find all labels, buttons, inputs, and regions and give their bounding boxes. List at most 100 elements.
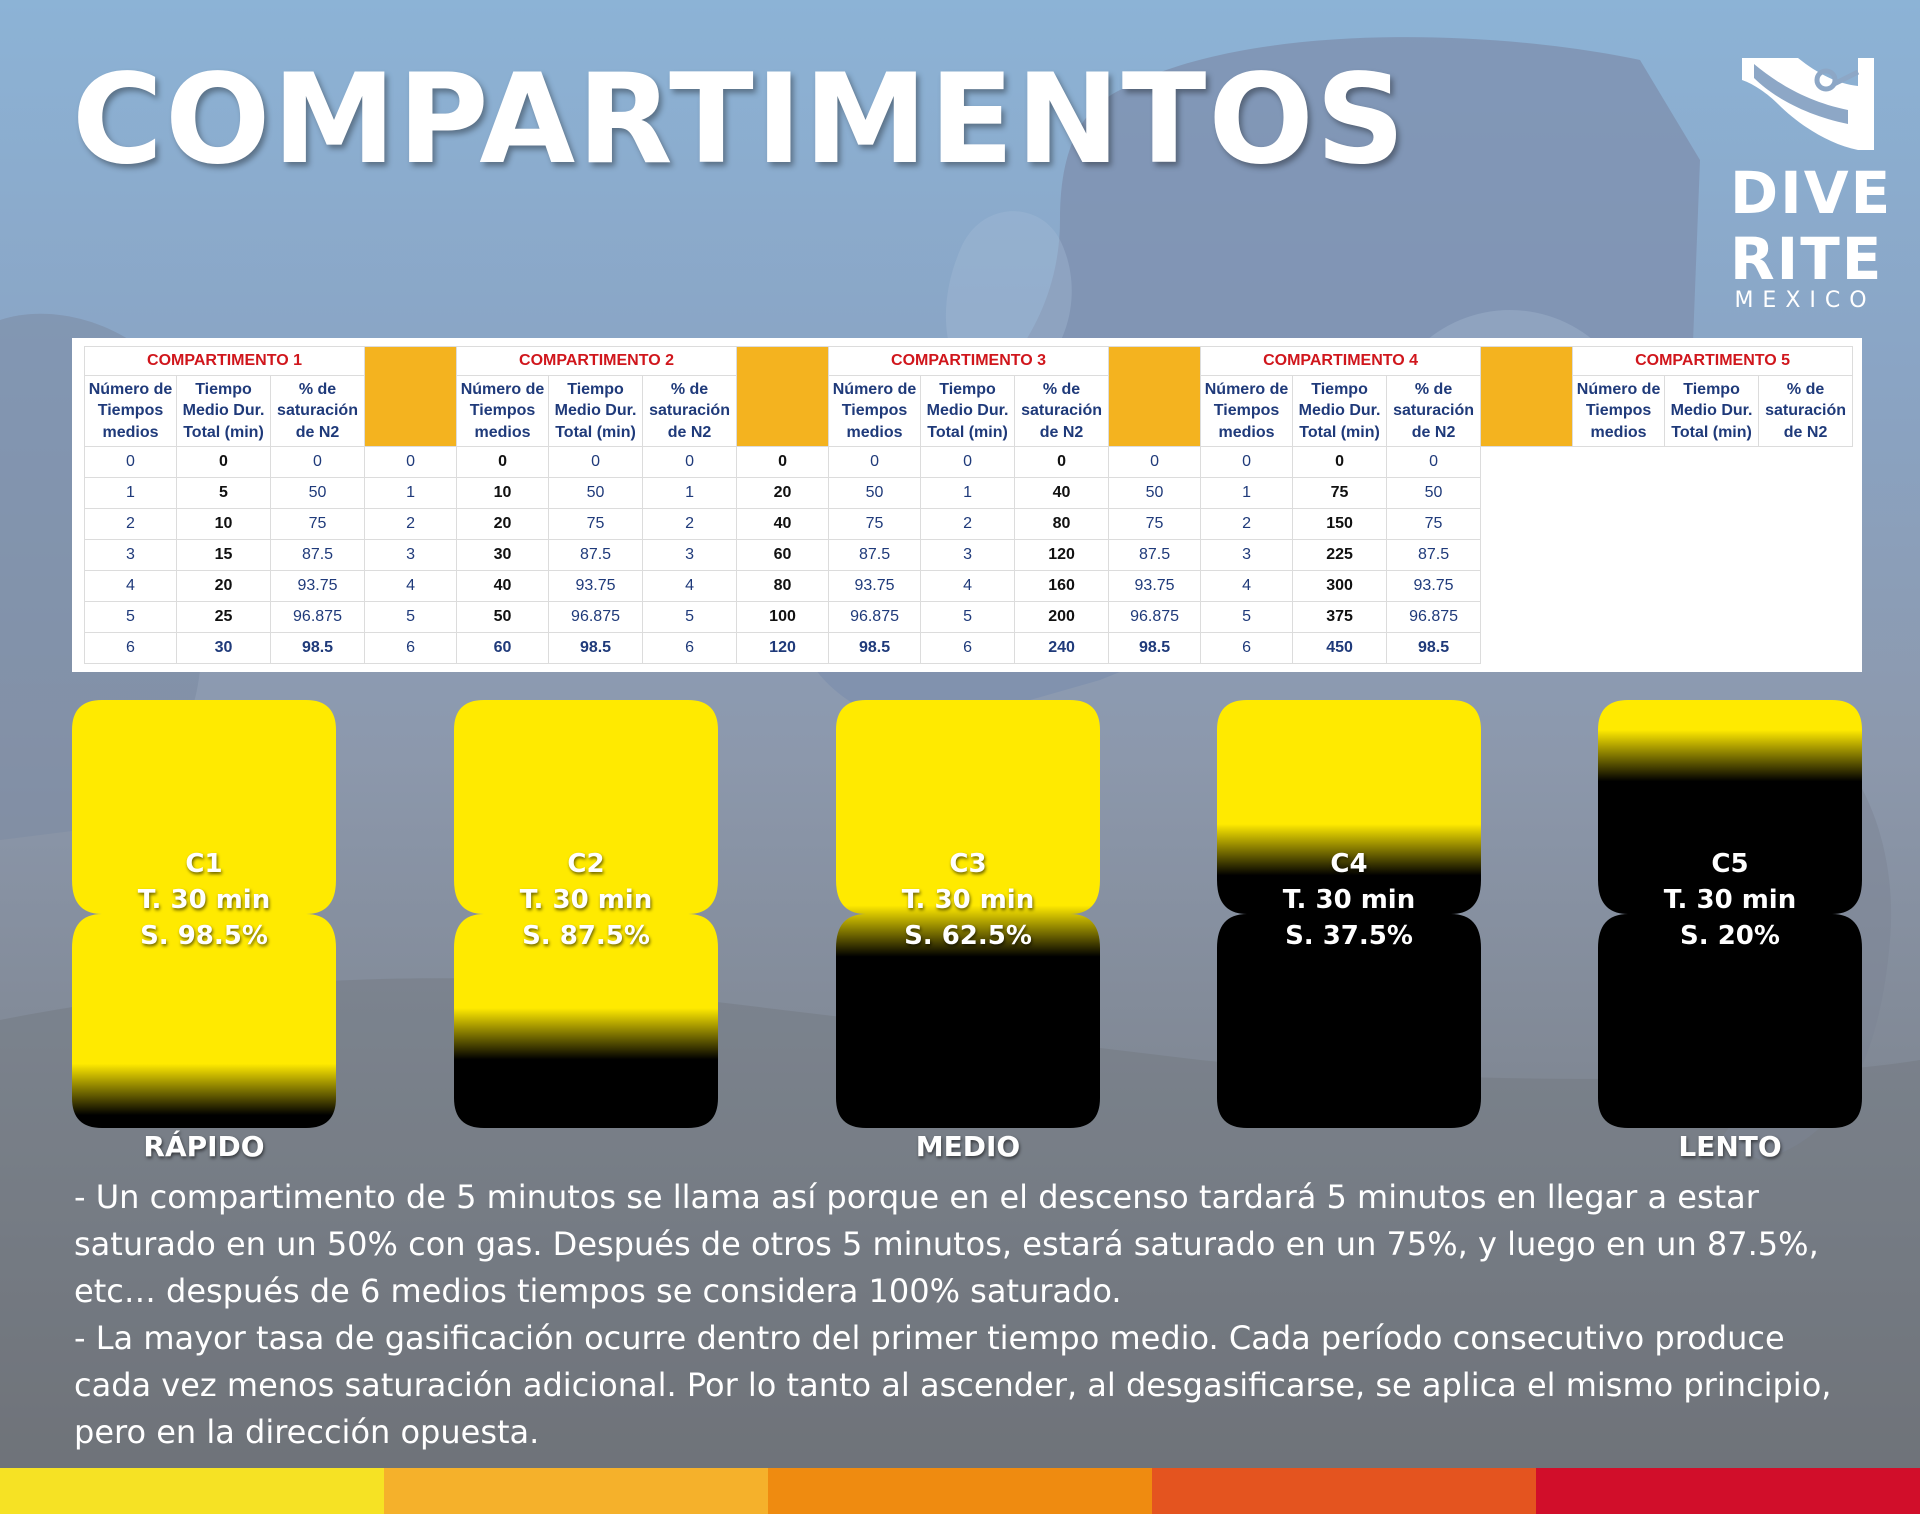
cell-total-time: 10: [176, 508, 271, 540]
compartment-time: T. 30 min: [519, 885, 653, 915]
compartment-name: C4: [1330, 849, 1368, 879]
cell-half-times: 5: [364, 601, 458, 633]
cell-total-time: 25: [176, 601, 271, 633]
cell-half-times: 6: [920, 632, 1016, 664]
cell-total-time: 60: [736, 539, 830, 571]
table-row: 4 20 93.75 4 40 93.75 4 80 93.75 4 160 93.75 4 300 93.…: [84, 570, 1853, 602]
cell-half-times: 0: [364, 446, 458, 478]
cell-half-times: 2: [364, 508, 458, 540]
table-row: 1 5 50 1 10 50 1 20 50 1 40 50 1 75 50: [84, 477, 1853, 509]
saturation-fill-graphic: [72, 700, 336, 1128]
footer-color-bar: [0, 1468, 1920, 1514]
cell-saturation: 75: [828, 508, 922, 540]
compartment-sat: S. 98.5%: [140, 921, 268, 951]
cell-saturation: 50: [548, 477, 644, 509]
cell-total-time: 10: [456, 477, 550, 509]
compartment-box-1: C1 T. 30 min S. 98.5%: [72, 700, 336, 1128]
logo-text-dive: DIVE: [1730, 159, 1893, 227]
compartment-box-5: C5 T. 30 min S. 20%: [1598, 700, 1862, 1128]
col-header-saturation: % de saturación de N2: [269, 375, 366, 447]
cell-half-times: 0: [920, 446, 1016, 478]
compartment-name: C1: [185, 849, 223, 879]
cell-half-times: 1: [920, 477, 1016, 509]
compartment-box-4: C4 T. 30 min S. 37.5%: [1217, 700, 1481, 1128]
note-paragraph-2: - La mayor tasa de gasificación ocurre d…: [74, 1319, 1832, 1451]
cell-saturation: 50: [1108, 477, 1202, 509]
cell-half-times: 4: [364, 570, 458, 602]
cell-total-time: 100: [736, 601, 830, 633]
cell-total-time: 30: [176, 632, 271, 664]
cell-half-times: 5: [642, 601, 738, 633]
cell-half-times: 6: [642, 632, 738, 664]
col-header-saturation: % de saturación de N2: [1758, 375, 1854, 447]
col-header-half-times: Número de Tiempos medios: [828, 375, 922, 447]
cell-half-times: 3: [364, 539, 458, 571]
cell-total-time: 40: [1014, 477, 1110, 509]
cell-saturation: 93.75: [1386, 570, 1482, 602]
cell-half-times: 6: [1200, 632, 1294, 664]
color-bar-segment: [384, 1468, 768, 1514]
cell-total-time: 375: [1292, 601, 1388, 633]
compartment-name: C5: [1711, 849, 1749, 879]
column-header-row: Número de Tiempos medios Tiempo Medio Dur…: [84, 375, 1854, 447]
cell-saturation: 98.5: [1386, 632, 1482, 664]
saturation-fill-graphic: [836, 700, 1100, 1128]
compartment-sat: S. 87.5%: [522, 921, 650, 951]
label-medium: MEDIO: [915, 1130, 1021, 1163]
cell-total-time: 80: [1014, 508, 1110, 540]
cell-half-times: 3: [920, 539, 1016, 571]
cell-half-times: 3: [642, 539, 738, 571]
cell-total-time: 20: [456, 508, 550, 540]
note-paragraph-1: - Un compartimento de 5 minutos se llama…: [74, 1178, 1819, 1310]
col-header-total-time: Tiempo Medio Dur. Total (min): [1664, 375, 1760, 447]
cell-total-time: 15: [176, 539, 271, 571]
cell-saturation: 75: [1108, 508, 1202, 540]
cell-half-times: 4: [920, 570, 1016, 602]
compartment-caption: C5 T. 30 min S. 20%: [1598, 846, 1862, 954]
col-header-total-time: Tiempo Medio Dur. Total (min): [1292, 375, 1388, 447]
cell-half-times: 4: [84, 570, 177, 602]
cell-total-time: 240: [1014, 632, 1110, 664]
compartment-name-row: COMPARTIMENTO 1 COMPARTIMENTO 2 COMPARTI…: [83, 346, 1854, 447]
cell-saturation: 98.5: [828, 632, 922, 664]
cell-saturation: 0: [269, 446, 366, 478]
cell-saturation: 50: [1386, 477, 1482, 509]
cell-half-times: 2: [920, 508, 1016, 540]
compartment-time: T. 30 min: [901, 885, 1035, 915]
cell-saturation: 87.5: [828, 539, 922, 571]
cell-saturation: 98.5: [548, 632, 644, 664]
cell-saturation: 87.5: [1386, 539, 1482, 571]
compartment-sat: S. 20%: [1680, 921, 1780, 951]
saturation-fill-graphic: [454, 700, 718, 1128]
cell-saturation: 0: [548, 446, 644, 478]
compartment-sat: S. 37.5%: [1285, 921, 1413, 951]
compartment-box-3: C3 T. 30 min S. 62.5%: [836, 700, 1100, 1128]
cell-half-times: 1: [1200, 477, 1294, 509]
color-bar-segment: [1152, 1468, 1536, 1514]
cell-total-time: 40: [456, 570, 550, 602]
cell-half-times: 6: [84, 632, 177, 664]
separator-column: [736, 346, 830, 447]
cell-total-time: 75: [1292, 477, 1388, 509]
cell-half-times: 5: [920, 601, 1016, 633]
compartment-2-header: COMPARTIMENTO 2: [456, 346, 738, 376]
col-header-half-times: Número de Tiempos medios: [84, 375, 177, 447]
compartment-table-panel: COMPARTIMENTO 1 COMPARTIMENTO 2 COMPARTI…: [72, 338, 1862, 672]
logo-mark-icon: [1742, 58, 1874, 150]
table-body: 0 0 0 0 0 0 0 0 0 0 0 0 0 0 0 1 5 50 1 10 50 1 20 50 1 40 50 1 75 50 2…: [84, 446, 1853, 664]
col-header-total-time: Tiempo Medio Dur. Total (min): [920, 375, 1016, 447]
cell-saturation: 87.5: [548, 539, 644, 571]
saturation-fill-graphic: [1217, 700, 1481, 1128]
compartment-caption: C1 T. 30 min S. 98.5%: [72, 846, 336, 954]
cell-half-times: 5: [1200, 601, 1294, 633]
compartment-1-header: COMPARTIMENTO 1: [83, 346, 366, 376]
color-bar-segment: [1536, 1468, 1920, 1514]
cell-half-times: 4: [1200, 570, 1294, 602]
cell-total-time: 300: [1292, 570, 1388, 602]
cell-saturation: 98.5: [1108, 632, 1202, 664]
cell-saturation: 93.75: [548, 570, 644, 602]
compartment-caption: C3 T. 30 min S. 62.5%: [836, 846, 1100, 954]
compartment-caption: C2 T. 30 min S. 87.5%: [454, 846, 718, 954]
cell-half-times: 3: [84, 539, 177, 571]
color-bar-segment: [0, 1468, 384, 1514]
